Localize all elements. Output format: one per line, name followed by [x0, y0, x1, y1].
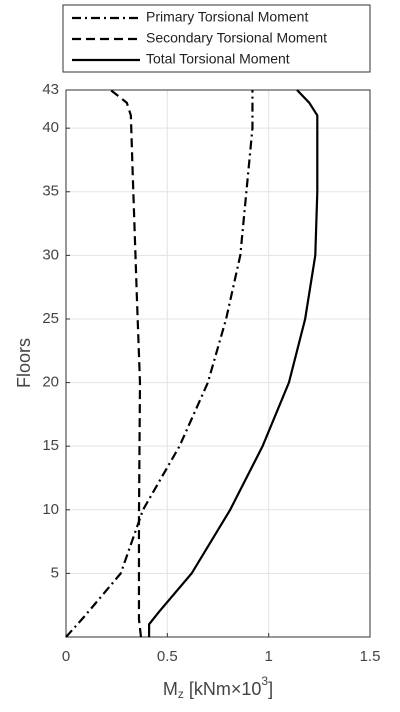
x-axis-label-part: z: [178, 687, 184, 701]
y-tick-label: 25: [42, 310, 59, 327]
series-line: [109, 89, 143, 638]
y-tick-label: 35: [42, 183, 59, 200]
x-tick-label: 1.5: [360, 648, 381, 665]
y-tick-label: 40: [42, 119, 59, 136]
x-tick-label: 0.5: [157, 648, 178, 665]
y-tick-label: 10: [42, 501, 59, 518]
x-tick-label: 1: [264, 648, 272, 665]
legend-label: Total Torsional Moment: [146, 51, 290, 67]
y-tick-label: 43: [42, 81, 59, 98]
x-axis-label-part: ]: [268, 679, 273, 699]
y-tick-label: 5: [51, 564, 59, 581]
series-line: [65, 90, 254, 638]
x-axis-label: Mz [kNm×103]: [163, 674, 273, 701]
series-line: [147, 89, 319, 637]
legend-label: Primary Torsional Moment: [146, 9, 308, 25]
x-axis-label-part: [kNm×10: [184, 679, 262, 699]
y-tick-label: 20: [42, 374, 59, 391]
y-tick-label: 15: [42, 437, 59, 454]
plot-frame: [65, 89, 371, 638]
y-axis-label: Floors: [14, 338, 34, 388]
legend-label: Secondary Torsional Moment: [146, 30, 327, 46]
x-axis-label-part: M: [163, 679, 178, 699]
x-tick-label: 0: [62, 648, 70, 665]
y-tick-label: 30: [42, 246, 59, 263]
x-axis-label-part: 3: [261, 674, 268, 688]
